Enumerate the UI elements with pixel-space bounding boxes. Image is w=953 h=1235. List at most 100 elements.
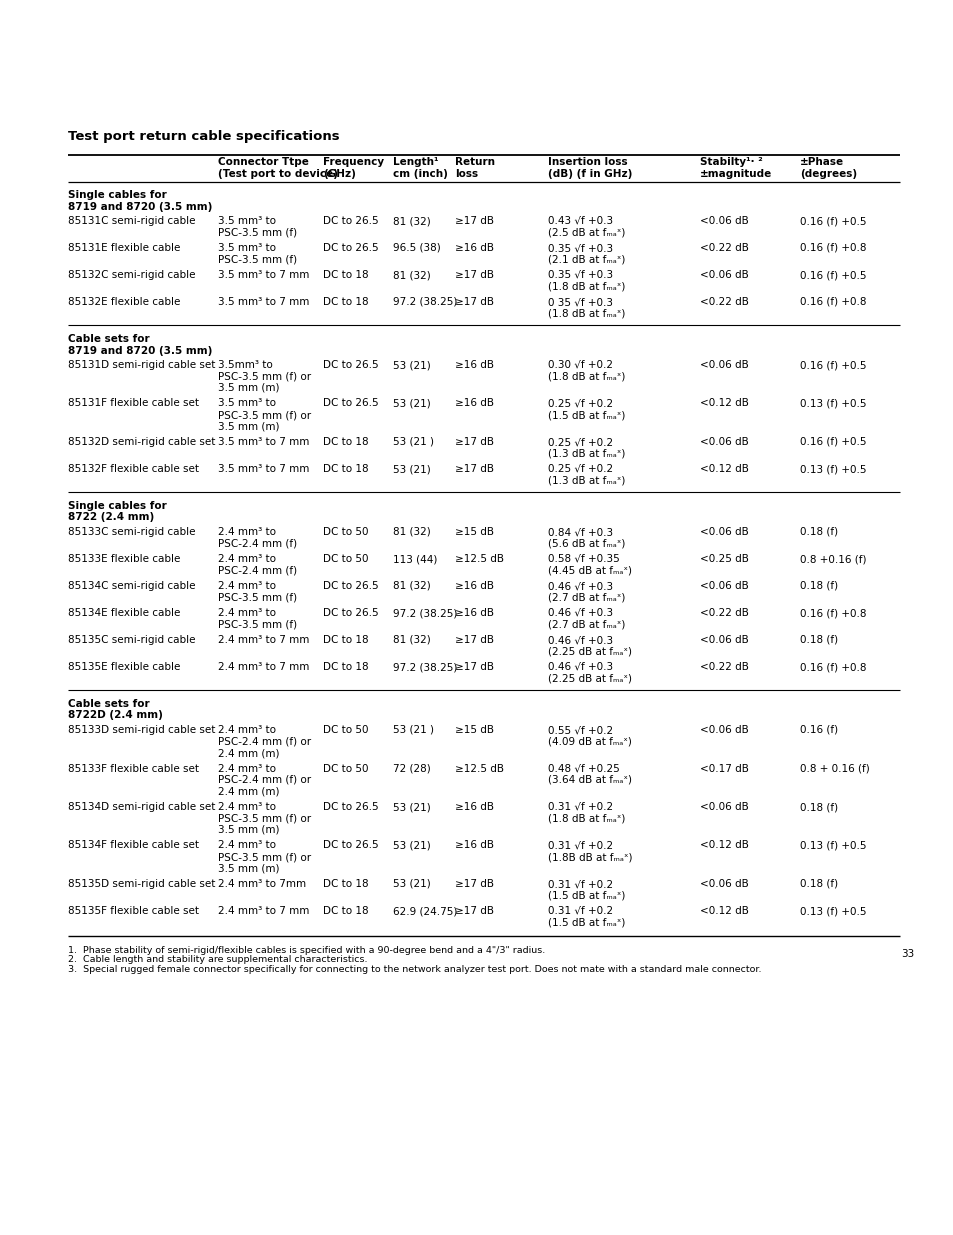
Text: ≥17 dB: ≥17 dB xyxy=(455,635,494,645)
Text: 2.  Cable length and stability are supplemental characteristics.: 2. Cable length and stability are supple… xyxy=(68,956,367,965)
Text: 3.5 mm³ to: 3.5 mm³ to xyxy=(218,243,275,253)
Text: ≥17 dB: ≥17 dB xyxy=(455,464,494,474)
Text: 85134E flexible cable: 85134E flexible cable xyxy=(68,608,180,618)
Text: 0.16 (f) +0.5: 0.16 (f) +0.5 xyxy=(800,216,865,226)
Text: DC to 26.5: DC to 26.5 xyxy=(323,399,378,409)
Text: <0.06 dB: <0.06 dB xyxy=(700,580,748,592)
Text: 0.18 (f): 0.18 (f) xyxy=(800,879,838,889)
Text: DC to 18: DC to 18 xyxy=(323,662,368,672)
Text: 85133C semi-rigid cable: 85133C semi-rigid cable xyxy=(68,527,195,537)
Text: (1.8B dB at fₘₐˣ): (1.8B dB at fₘₐˣ) xyxy=(547,852,632,862)
Text: DC to 26.5: DC to 26.5 xyxy=(323,841,378,851)
Text: ≥12.5 dB: ≥12.5 dB xyxy=(455,763,503,773)
Text: 0.46 √f +0.3: 0.46 √f +0.3 xyxy=(547,580,613,592)
Text: ≥16 dB: ≥16 dB xyxy=(455,608,494,618)
Text: 0.16 (f) +0.5: 0.16 (f) +0.5 xyxy=(800,359,865,370)
Text: 0.46 √f +0.3: 0.46 √f +0.3 xyxy=(547,635,613,645)
Text: 0.30 √f +0.2: 0.30 √f +0.2 xyxy=(547,359,613,370)
Text: 85131C semi-rigid cable: 85131C semi-rigid cable xyxy=(68,216,195,226)
Text: 81 (32): 81 (32) xyxy=(393,270,431,280)
Text: (1.3 dB at fₘₐˣ): (1.3 dB at fₘₐˣ) xyxy=(547,448,625,458)
Text: ≥17 dB: ≥17 dB xyxy=(455,296,494,308)
Text: DC to 50: DC to 50 xyxy=(323,763,368,773)
Text: (GHz): (GHz) xyxy=(323,169,355,179)
Text: DC to 50: DC to 50 xyxy=(323,527,368,537)
Text: DC to 18: DC to 18 xyxy=(323,464,368,474)
Text: 2.4 mm³ to 7 mm: 2.4 mm³ to 7 mm xyxy=(218,635,309,645)
Text: (1.8 dB at fₘₐˣ): (1.8 dB at fₘₐˣ) xyxy=(547,309,625,319)
Text: 85135F flexible cable set: 85135F flexible cable set xyxy=(68,906,199,916)
Text: 3.  Special rugged female connector specifically for connecting to the network a: 3. Special rugged female connector speci… xyxy=(68,965,760,974)
Text: ≥12.5 dB: ≥12.5 dB xyxy=(455,555,503,564)
Text: 3.5 mm³ to 7 mm: 3.5 mm³ to 7 mm xyxy=(218,270,309,280)
Text: PSC-3.5 mm (f): PSC-3.5 mm (f) xyxy=(218,593,296,603)
Text: <0.06 dB: <0.06 dB xyxy=(700,437,748,447)
Text: 0.18 (f): 0.18 (f) xyxy=(800,635,838,645)
Text: 0.31 √f +0.2: 0.31 √f +0.2 xyxy=(547,879,613,889)
Text: 2.4 mm (m): 2.4 mm (m) xyxy=(218,748,279,758)
Text: 97.2 (38.25): 97.2 (38.25) xyxy=(393,296,456,308)
Text: PSC-2.4 mm (f): PSC-2.4 mm (f) xyxy=(218,566,296,576)
Text: 2.4 mm³ to: 2.4 mm³ to xyxy=(218,580,275,592)
Text: 3.5 mm (m): 3.5 mm (m) xyxy=(218,825,279,835)
Text: Stabilty¹· ²: Stabilty¹· ² xyxy=(700,157,762,167)
Text: 62.9 (24.75): 62.9 (24.75) xyxy=(393,906,456,916)
Text: (4.45 dB at fₘₐˣ): (4.45 dB at fₘₐˣ) xyxy=(547,566,631,576)
Text: 53 (21): 53 (21) xyxy=(393,879,431,889)
Text: (1.5 dB at fₘₐˣ): (1.5 dB at fₘₐˣ) xyxy=(547,410,625,420)
Text: 8722D (2.4 mm): 8722D (2.4 mm) xyxy=(68,710,163,720)
Text: DC to 18: DC to 18 xyxy=(323,635,368,645)
Text: 0.13 (f) +0.5: 0.13 (f) +0.5 xyxy=(800,399,865,409)
Text: (2.7 dB at fₘₐˣ): (2.7 dB at fₘₐˣ) xyxy=(547,593,625,603)
Text: 3.5 mm³ to 7 mm: 3.5 mm³ to 7 mm xyxy=(218,464,309,474)
Text: 33: 33 xyxy=(900,948,913,960)
Text: 85134F flexible cable set: 85134F flexible cable set xyxy=(68,841,199,851)
Text: <0.06 dB: <0.06 dB xyxy=(700,216,748,226)
Text: 81 (32): 81 (32) xyxy=(393,580,431,592)
Text: (1.8 dB at fₘₐˣ): (1.8 dB at fₘₐˣ) xyxy=(547,814,625,824)
Text: 85135C semi-rigid cable: 85135C semi-rigid cable xyxy=(68,635,195,645)
Text: ±magnitude: ±magnitude xyxy=(700,169,771,179)
Text: 0.18 (f): 0.18 (f) xyxy=(800,580,838,592)
Text: DC to 26.5: DC to 26.5 xyxy=(323,802,378,811)
Text: 0.13 (f) +0.5: 0.13 (f) +0.5 xyxy=(800,464,865,474)
Text: DC to 26.5: DC to 26.5 xyxy=(323,216,378,226)
Text: (dB) (f in GHz): (dB) (f in GHz) xyxy=(547,169,632,179)
Text: 85132C semi-rigid cable: 85132C semi-rigid cable xyxy=(68,270,195,280)
Text: DC to 18: DC to 18 xyxy=(323,879,368,889)
Text: PSC-3.5 mm (f) or: PSC-3.5 mm (f) or xyxy=(218,852,311,862)
Text: 0 35 √f +0.3: 0 35 √f +0.3 xyxy=(547,296,613,308)
Text: DC to 18: DC to 18 xyxy=(323,270,368,280)
Text: ≥16 dB: ≥16 dB xyxy=(455,802,494,811)
Text: 0.48 √f +0.25: 0.48 √f +0.25 xyxy=(547,763,619,773)
Text: PSC-3.5 mm (f): PSC-3.5 mm (f) xyxy=(218,620,296,630)
Text: (Test port to device): (Test port to device) xyxy=(218,169,337,179)
Text: 3.5 mm (m): 3.5 mm (m) xyxy=(218,863,279,873)
Text: 0.46 √f +0.3: 0.46 √f +0.3 xyxy=(547,608,613,618)
Text: 0.46 √f +0.3: 0.46 √f +0.3 xyxy=(547,662,613,672)
Text: Length¹: Length¹ xyxy=(393,157,438,167)
Text: Single cables for: Single cables for xyxy=(68,501,167,511)
Text: ≥16 dB: ≥16 dB xyxy=(455,359,494,370)
Text: (1.5 dB at fₘₐˣ): (1.5 dB at fₘₐˣ) xyxy=(547,918,625,927)
Text: (1.8 dB at fₘₐˣ): (1.8 dB at fₘₐˣ) xyxy=(547,372,625,382)
Text: 3.5 mm³ to: 3.5 mm³ to xyxy=(218,216,275,226)
Text: 3.5 mm (m): 3.5 mm (m) xyxy=(218,421,279,431)
Text: <0.06 dB: <0.06 dB xyxy=(700,802,748,811)
Text: 81 (32): 81 (32) xyxy=(393,527,431,537)
Text: (5.6 dB at fₘₐˣ): (5.6 dB at fₘₐˣ) xyxy=(547,538,625,548)
Text: 0.13 (f) +0.5: 0.13 (f) +0.5 xyxy=(800,906,865,916)
Text: ≥17 dB: ≥17 dB xyxy=(455,662,494,672)
Text: 81 (32): 81 (32) xyxy=(393,635,431,645)
Text: DC to 26.5: DC to 26.5 xyxy=(323,243,378,253)
Text: Single cables for: Single cables for xyxy=(68,190,167,200)
Text: 2.4 mm³ to: 2.4 mm³ to xyxy=(218,763,275,773)
Text: 0.31 √f +0.2: 0.31 √f +0.2 xyxy=(547,841,613,851)
Text: 0.16 (f) +0.8: 0.16 (f) +0.8 xyxy=(800,296,865,308)
Text: <0.22 dB: <0.22 dB xyxy=(700,608,748,618)
Text: Frequency: Frequency xyxy=(323,157,384,167)
Text: 0.16 (f) +0.8: 0.16 (f) +0.8 xyxy=(800,243,865,253)
Text: 3.5 mm³ to 7 mm: 3.5 mm³ to 7 mm xyxy=(218,296,309,308)
Text: 85132D semi-rigid cable set: 85132D semi-rigid cable set xyxy=(68,437,215,447)
Text: 8719 and 8720 (3.5 mm): 8719 and 8720 (3.5 mm) xyxy=(68,346,213,356)
